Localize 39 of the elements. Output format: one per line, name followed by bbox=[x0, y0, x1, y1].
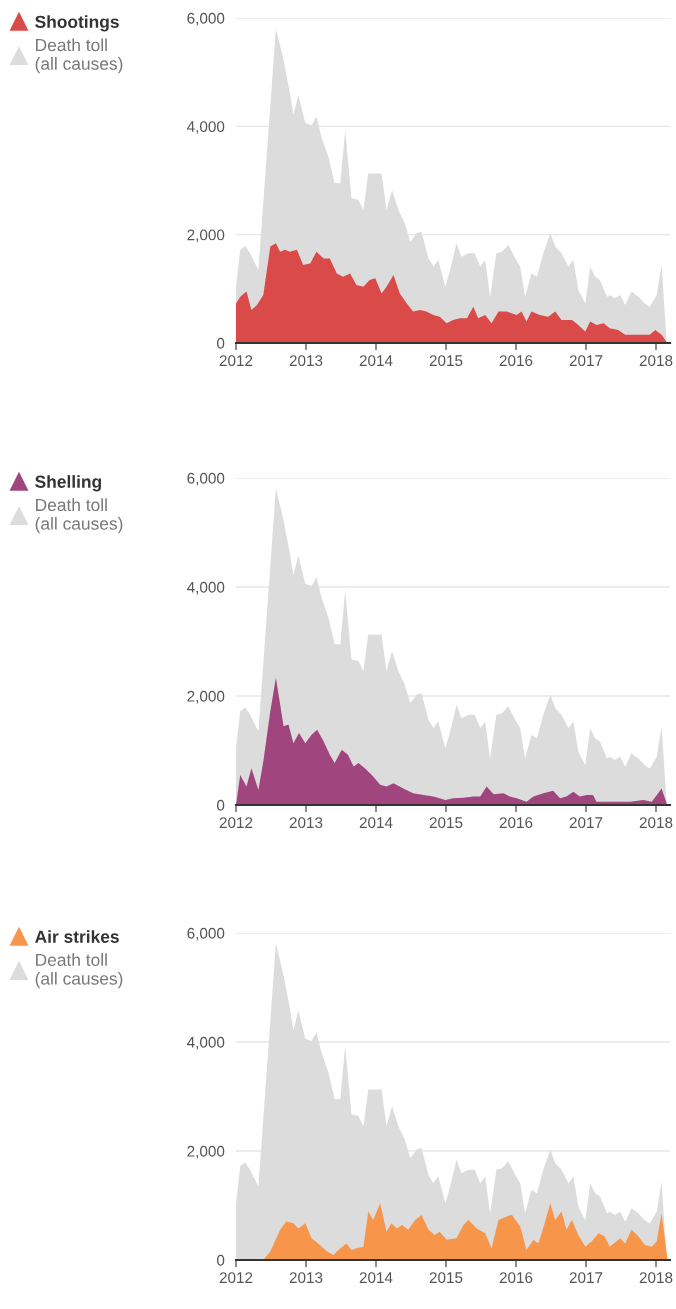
x-tick-label: 2012 bbox=[219, 355, 253, 367]
x-tick-label: 2018 bbox=[639, 355, 673, 367]
y-tick-label: 0 bbox=[216, 337, 225, 349]
legend-label: Death toll (all causes) bbox=[35, 953, 123, 989]
y-tick-label: 6,000 bbox=[187, 472, 225, 486]
y-tick-label: 6,000 bbox=[187, 927, 225, 941]
x-tick-label: 2012 bbox=[219, 817, 253, 829]
x-tick-label: 2014 bbox=[359, 1272, 393, 1284]
y-tick-label: 2,000 bbox=[187, 690, 225, 704]
x-tick-label: 2015 bbox=[429, 817, 463, 829]
x-tick-label: 2014 bbox=[359, 355, 393, 367]
x-tick-label: 2017 bbox=[569, 1272, 603, 1284]
x-tick-label: 2017 bbox=[569, 355, 603, 367]
x-tick-label: 2016 bbox=[499, 355, 533, 367]
x-tick-label: 2015 bbox=[429, 1272, 463, 1284]
x-tick-label: 2018 bbox=[639, 817, 673, 829]
y-tick-label: 2,000 bbox=[187, 1145, 225, 1159]
legend-label: Death toll (all causes) bbox=[35, 498, 123, 534]
x-tick-label: 2014 bbox=[359, 817, 393, 829]
x-tick-label: 2013 bbox=[289, 355, 323, 367]
y-tick-label: 0 bbox=[216, 799, 225, 811]
x-tick-label: 2013 bbox=[289, 817, 323, 829]
x-tick-label: 2015 bbox=[429, 355, 463, 367]
legend-label: Death toll (all causes) bbox=[35, 38, 123, 74]
legend-label: Shelling bbox=[35, 475, 101, 492]
x-tick-label: 2012 bbox=[219, 1272, 253, 1284]
x-tick-label: 2016 bbox=[499, 1272, 533, 1284]
y-tick-label: 6,000 bbox=[187, 12, 225, 26]
y-tick-label: 4,000 bbox=[187, 121, 225, 134]
x-tick-label: 2018 bbox=[639, 1272, 673, 1284]
legend-label: Shootings bbox=[35, 15, 119, 32]
x-tick-label: 2013 bbox=[289, 1272, 323, 1284]
y-tick-label: 0 bbox=[216, 1254, 225, 1266]
y-tick-label: 4,000 bbox=[187, 581, 225, 595]
y-tick-label: 2,000 bbox=[187, 229, 225, 243]
x-tick-label: 2016 bbox=[499, 817, 533, 829]
legend-label: Air strikes bbox=[35, 930, 119, 943]
x-tick-label: 2017 bbox=[569, 817, 603, 829]
y-tick-label: 4,000 bbox=[187, 1036, 225, 1050]
